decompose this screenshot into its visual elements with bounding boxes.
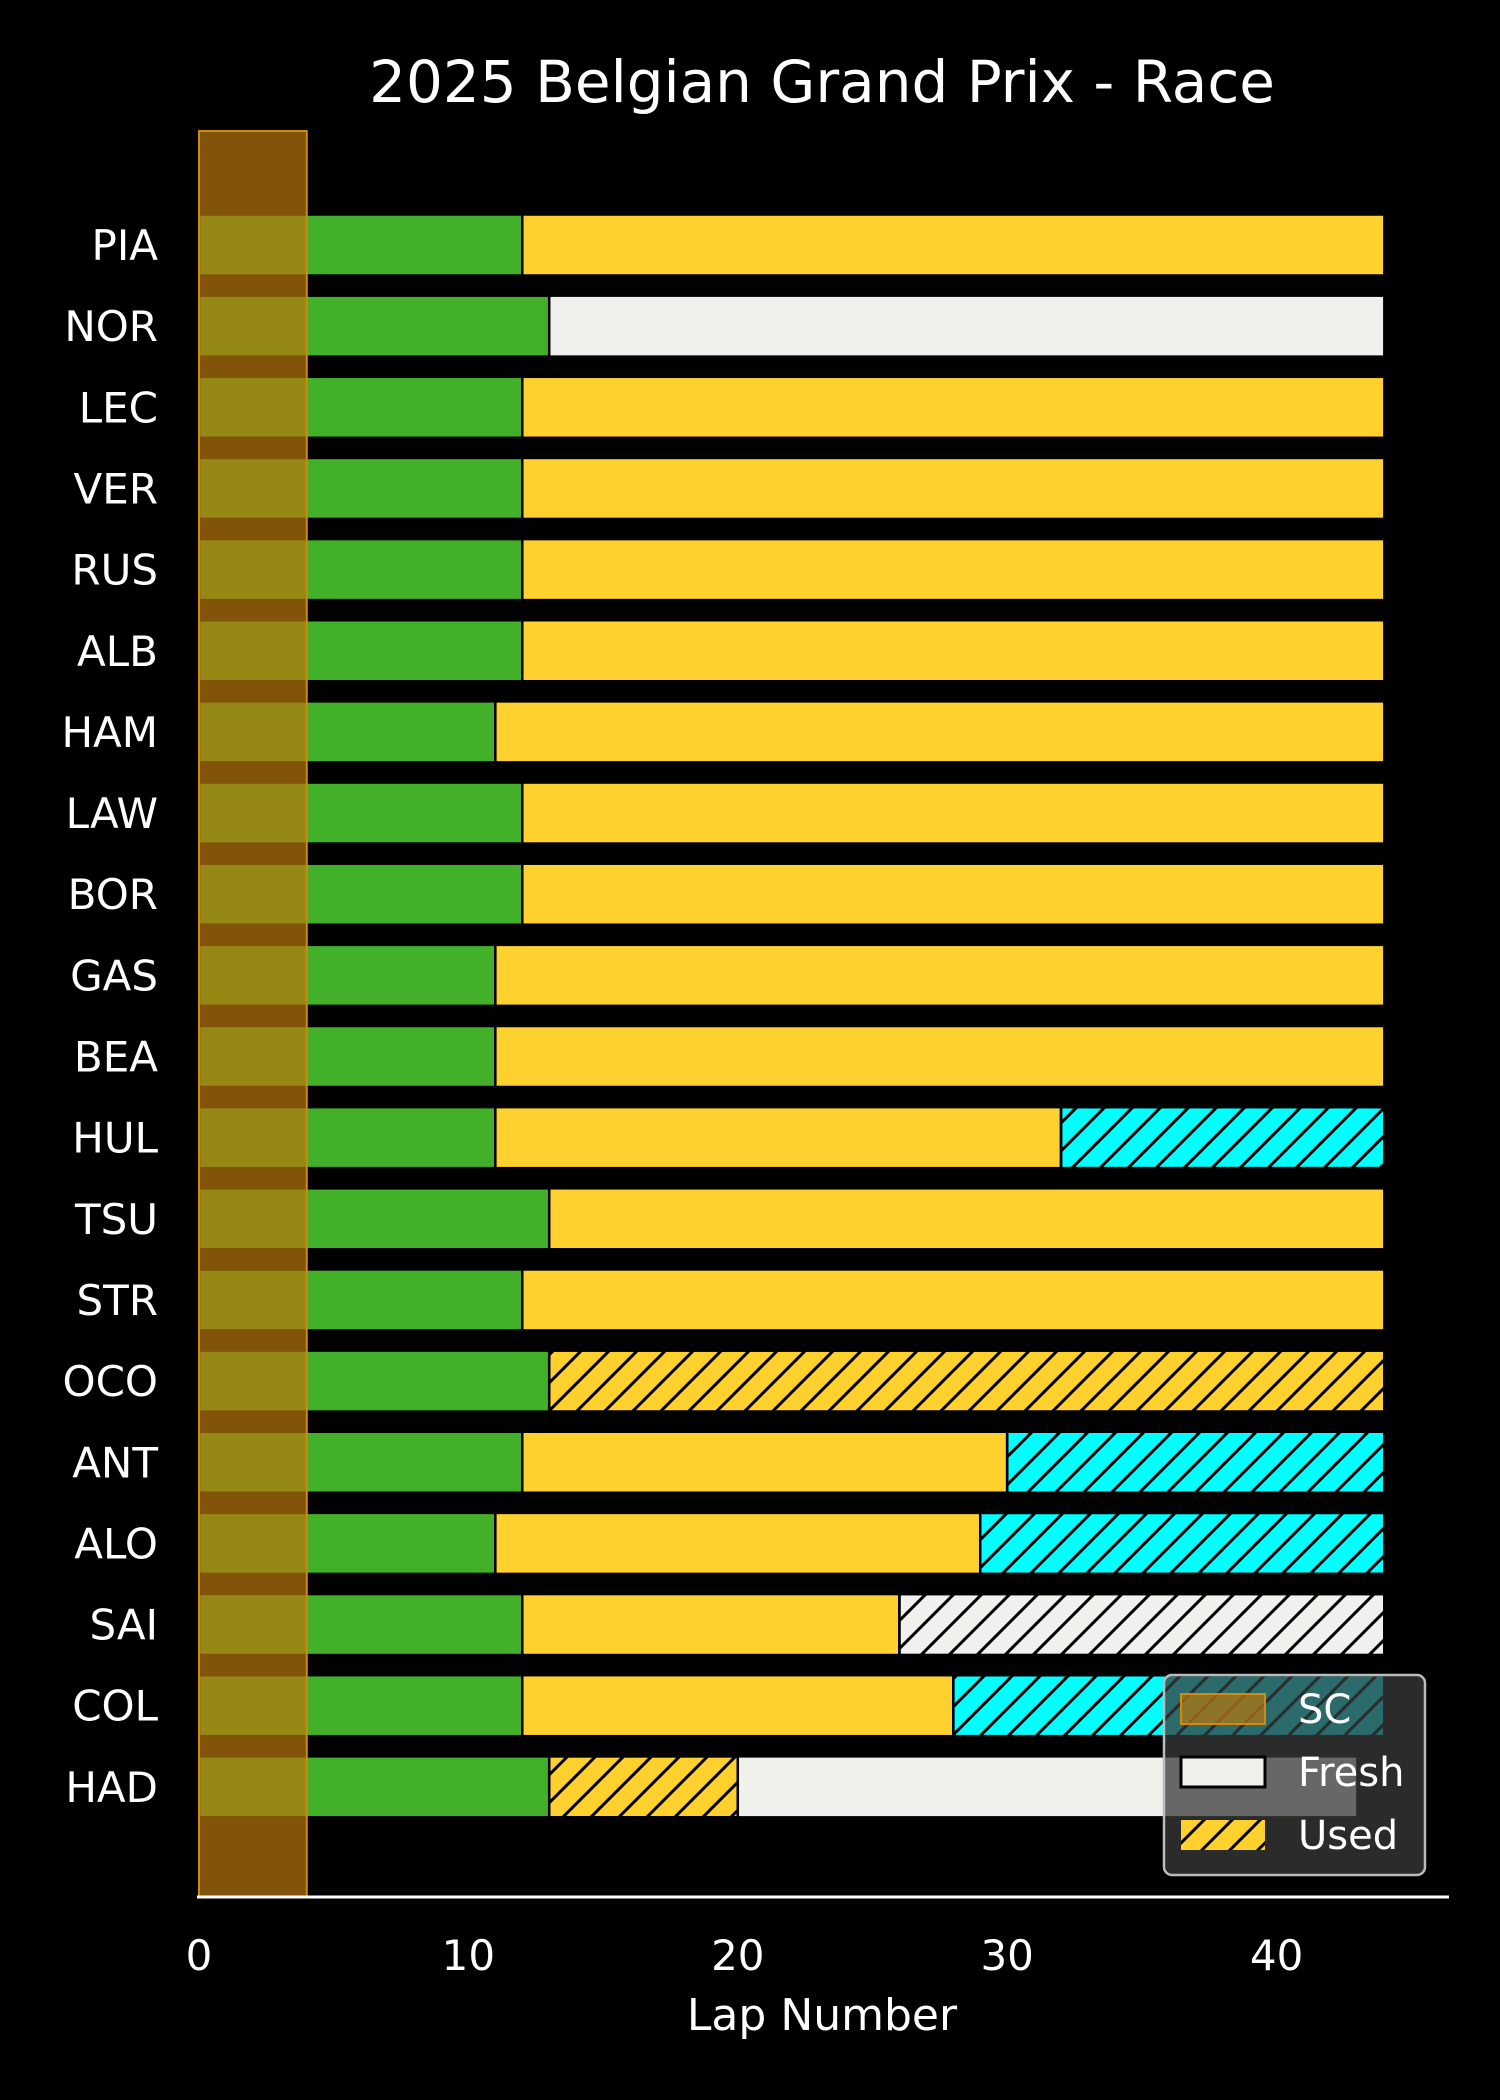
x-tick-label-30: 30 bbox=[980, 1931, 1033, 1980]
driver-label-sai: SAI bbox=[89, 1601, 158, 1650]
stint-bar-nor-2 bbox=[547, 294, 1386, 358]
legend-item-used-swatch-hatch bbox=[1181, 1820, 1265, 1850]
stint-bar-hul-2 bbox=[494, 1105, 1063, 1170]
stint-bar-sai-2 bbox=[521, 1592, 901, 1657]
legend-item-sc-label: SC bbox=[1298, 1687, 1351, 1733]
stint-bar-str-2 bbox=[521, 1268, 1386, 1332]
chart-title: 2025 Belgian Grand Prix - Race bbox=[369, 48, 1275, 116]
stint-bar-col-2 bbox=[521, 1673, 955, 1738]
legend-item-sc-swatch bbox=[1180, 1693, 1266, 1725]
stint-bar-gas-2 bbox=[494, 943, 1386, 1008]
driver-label-law: LAW bbox=[66, 789, 158, 838]
stint-bar-sai-3-hatch bbox=[898, 1592, 1386, 1657]
driver-label-hul: HUL bbox=[72, 1114, 158, 1163]
driver-label-alb: ALB bbox=[77, 627, 158, 676]
driver-label-gas: GAS bbox=[70, 951, 158, 1000]
driver-label-nor: NOR bbox=[64, 302, 158, 351]
stint-bar-tsu-2 bbox=[547, 1187, 1386, 1251]
x-axis: 0 10 20 30 40 bbox=[186, 1895, 1449, 1980]
stint-bar-alo-2 bbox=[494, 1511, 982, 1576]
stint-bar-ant-3-hatch bbox=[1005, 1430, 1386, 1494]
driver-label-oco: OCO bbox=[63, 1357, 158, 1406]
stint-bar-lec-2 bbox=[521, 375, 1386, 440]
safety-car-band bbox=[198, 130, 308, 1898]
legend-item-fresh-swatch bbox=[1179, 1755, 1267, 1789]
driver-label-ham: HAM bbox=[61, 708, 158, 757]
x-axis-label: Lap Number bbox=[687, 1990, 958, 2041]
stint-bar-rus-2 bbox=[521, 537, 1386, 602]
stint-bar-ham-2 bbox=[494, 700, 1386, 764]
driver-label-had: HAD bbox=[65, 1763, 158, 1812]
x-tick-label-0: 0 bbox=[186, 1931, 213, 1980]
stint-bar-oco-2-hatch bbox=[547, 1349, 1386, 1413]
stint-bar-ant-2 bbox=[521, 1430, 1009, 1494]
stint-bar-had-2-hatch bbox=[547, 1755, 740, 1819]
stint-bar-pia-2 bbox=[521, 213, 1386, 277]
driver-label-ver: VER bbox=[74, 464, 158, 513]
stint-bar-alo-3-hatch bbox=[979, 1511, 1386, 1576]
stint-bar-bor-2 bbox=[521, 862, 1386, 926]
x-tick-label-10: 10 bbox=[442, 1931, 495, 1980]
driver-label-tsu: TSU bbox=[74, 1195, 158, 1244]
driver-label-alo: ALO bbox=[74, 1519, 158, 1568]
driver-label-bea: BEA bbox=[74, 1033, 158, 1082]
stint-bar-law-2 bbox=[521, 781, 1386, 845]
legend: SC Fresh Used bbox=[1162, 1673, 1427, 1877]
legend-item-fresh-label: Fresh bbox=[1298, 1750, 1404, 1796]
driver-label-lec: LEC bbox=[79, 383, 158, 432]
stint-bar-hul-3-hatch bbox=[1059, 1105, 1386, 1170]
x-tick-label-40: 40 bbox=[1250, 1931, 1303, 1980]
driver-label-rus: RUS bbox=[71, 546, 158, 595]
stint-bar-bea-2 bbox=[494, 1024, 1386, 1089]
driver-label-bor: BOR bbox=[68, 870, 158, 919]
driver-label-ant: ANT bbox=[72, 1438, 158, 1487]
stint-bar-alb-2 bbox=[521, 619, 1386, 683]
driver-labels: PIA NOR LEC VER RUS ALB HAM LAW BOR GAS BEA HUL TSU S… bbox=[61, 221, 158, 1812]
driver-label-pia: PIA bbox=[92, 221, 159, 270]
legend-item-used-label: Used bbox=[1298, 1813, 1398, 1859]
driver-label-str: STR bbox=[77, 1276, 159, 1325]
safety-car-layer bbox=[198, 130, 308, 1898]
driver-label-col: COL bbox=[72, 1682, 158, 1731]
stint-bar-ver-2 bbox=[521, 456, 1386, 521]
x-tick-label-20: 20 bbox=[711, 1931, 764, 1980]
